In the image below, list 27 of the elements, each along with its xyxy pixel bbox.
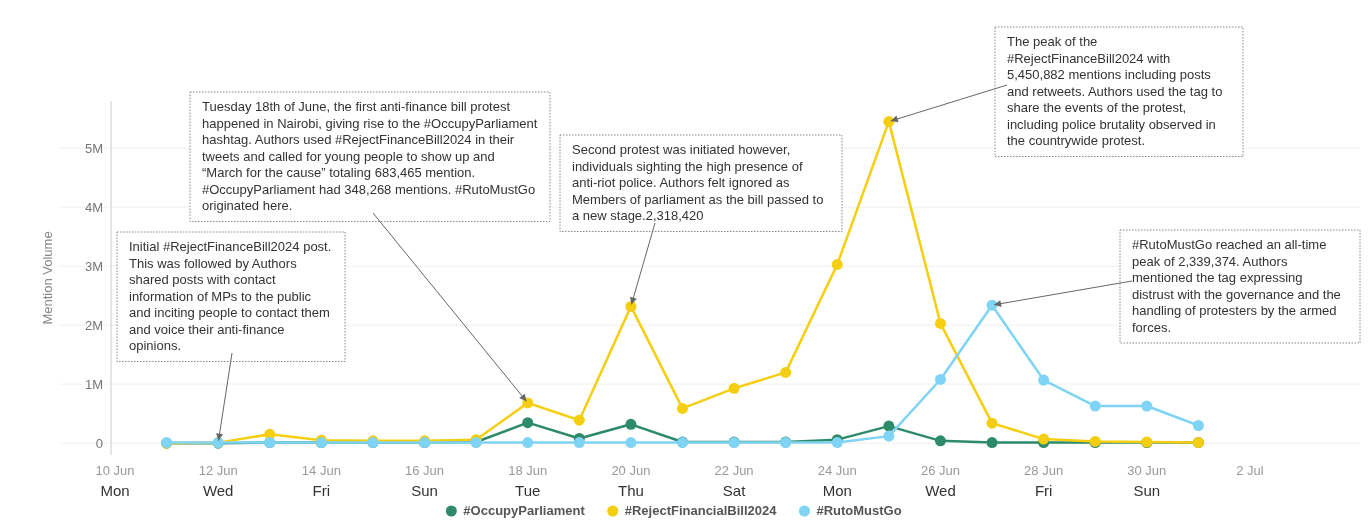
x-tick-label: 26 Jun Wed (920, 463, 960, 499)
annotation: Tuesday 18th of June, the first anti-finance bill protest happened in Nairobi, giving rise to the #OccupyParliament hashtag. Authors used #RejectFinanceBill2024 in their tweets and called for young people to show up and “March for the cause” totaling 683,465 mention. #OccupyParliament had 348,268 mentions. #RutoMustGo originated here. (202, 99, 538, 213)
y-tick-label: 2M (84, 317, 103, 333)
x-tick-label: 28 Jun Fri (1024, 463, 1064, 499)
x-tick-label: 30 Jun Sun (1127, 463, 1167, 499)
annotation: Initial #RejectFinanceBill2024 post. This was followed by Authors shared posts with contact information of MPs to the public and inciting people to contact them and voice their anti-finance opinions. (129, 239, 332, 353)
x-tick-label: 20 Jun Thu (611, 463, 651, 499)
x-tick-label: 18 Jun Tue (508, 463, 548, 499)
x-tick-label: 16 Jun Sun (405, 463, 445, 499)
x-tick-label: 24 Jun Mon (817, 463, 857, 499)
x-tick-label: 10 Jun Mon (95, 463, 135, 499)
y-tick-label: 5M (84, 140, 103, 156)
legend-label: #RutoMustGo (816, 503, 902, 518)
y-tick-label: 3M (84, 258, 103, 274)
annotation: The peak of the #RejectFinanceBill2024 with 5,450,882 mentions including posts and retweets. Authors used the tag to share the events of the protest, including police brutality observed in the countrywide protest. (1007, 34, 1223, 148)
legend-label: #RejectFinancialBill2024 (624, 503, 778, 518)
y-tick-label: 4M (84, 199, 103, 215)
y-tick-label: 0 (95, 435, 103, 451)
x-tick-label: 22 Jun Sat (714, 463, 754, 499)
x-tick-label: 2 Jul (1236, 463, 1264, 478)
annotation: Second protest was initiated however, individuals sighting the high presence of anti-riot police. Authors felt ignored as Members of parliament as the bill passed to a new stage.2,318,420 (572, 142, 824, 223)
y-axis-title: Mention Volume (40, 231, 55, 325)
legend-label: #OccupyParliament (463, 503, 586, 518)
x-tick-label: 12 Jun Wed (198, 463, 238, 499)
x-tick-label: 14 Jun Fri (301, 463, 341, 499)
annotation: #RutoMustGo reached an all-time peak of 2,339,374. Authors mentioned the tag expressing distrust with the governance and the handling of protesters by the armed forces. (1132, 237, 1341, 335)
y-tick-label: 1M (84, 376, 103, 392)
